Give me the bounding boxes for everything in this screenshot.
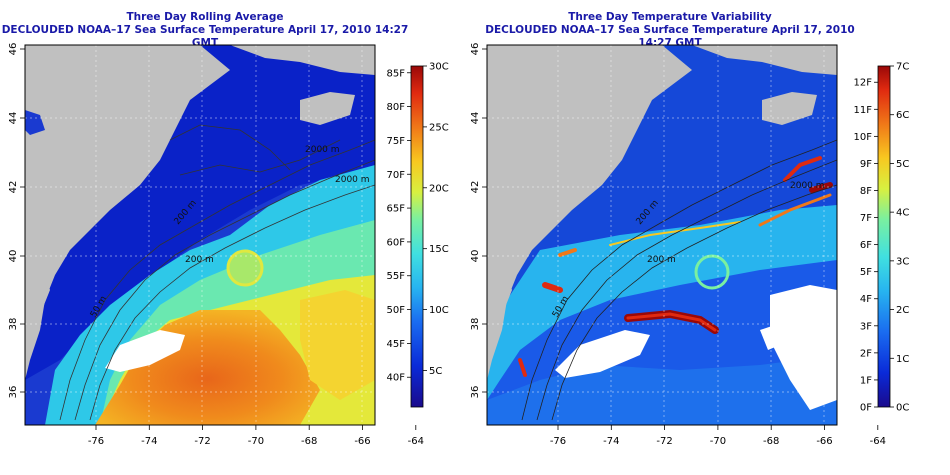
panel1-title: Three Day Rolling Average: [126, 11, 284, 23]
colorbar-c-label: 1C: [896, 354, 909, 365]
var-contour-label-200m-a: 200 m: [647, 255, 676, 265]
var-contour-label-2000m: 2000 m: [790, 181, 825, 191]
var-no-data-c: [760, 325, 780, 350]
sst-map: 50 m 200 m 200 m 2000 m 2000 m: [25, 45, 375, 425]
colorbar-c-label: 6C: [896, 110, 909, 121]
var-us-east-coast-land: [487, 45, 692, 380]
colorbar-c-label: 15C: [429, 244, 449, 255]
lon-tick-label: -76: [550, 436, 566, 447]
colorbar-f-label: 85F: [387, 68, 406, 79]
colorbar-f-label: 8F: [860, 186, 872, 197]
variability-colorbar: [877, 65, 891, 408]
var-nova-scotia-land: [692, 45, 837, 75]
colorbar-f-label: 0F: [860, 403, 872, 414]
lon-tick-label: -64: [408, 436, 424, 447]
lat-tick-label: 38: [8, 318, 19, 331]
colorbar-f-label: 60F: [387, 237, 406, 248]
nova-scotia-land: [230, 45, 375, 75]
colorbar-f-label: 12F: [854, 78, 873, 89]
lat-tick-label: 36: [8, 386, 19, 399]
colorbar-c-label: 25C: [429, 122, 449, 133]
lat-tick-label: 46: [470, 43, 481, 56]
var-medium-band: [487, 205, 837, 400]
lon-tick-label: -66: [354, 436, 370, 447]
lat-tick-label: 42: [470, 181, 481, 194]
colorbar-f-label: 50F: [387, 305, 406, 316]
var-nova-scotia-peninsula: [762, 92, 817, 125]
lon-tick-label: -74: [603, 436, 619, 447]
long-island-land: [25, 240, 50, 330]
var-no-data-b: [770, 285, 837, 410]
colorbar-f-label: 3F: [860, 321, 872, 332]
warm-core-ring: [226, 249, 264, 287]
warm-eddy-east: [300, 290, 375, 400]
lat-tick-label: 42: [8, 181, 19, 194]
colorbar-c-label: 7C: [896, 62, 909, 73]
lon-tick-label: -70: [248, 436, 264, 447]
colorbar-f-label: 65F: [387, 204, 406, 215]
sst-colorbar: [410, 65, 424, 408]
lon-tick-label: -72: [656, 436, 672, 447]
colorbar-f-label: 70F: [387, 170, 406, 181]
panel2-title: Three Day Temperature Variability: [568, 11, 772, 23]
lon-tick-label: -76: [88, 436, 104, 447]
graticule: [25, 45, 375, 425]
bathymetry-contours: [59, 124, 375, 421]
colorbar-f-label: 6F: [860, 240, 872, 251]
lat-tick-label: 46: [8, 43, 19, 56]
var-graticule: [487, 45, 837, 425]
colorbar-f-label: 75F: [387, 136, 406, 147]
colorbar-f-label: 55F: [387, 271, 406, 282]
lon-tick-label: -66: [816, 436, 832, 447]
lon-tick-label: -74: [141, 436, 157, 447]
lat-tick-label: 40: [470, 250, 481, 263]
colorbar-c-label: 4C: [896, 208, 909, 219]
lat-tick-label: 38: [470, 318, 481, 331]
var-no-data-a: [555, 330, 650, 378]
colorbar-f-label: 9F: [860, 159, 872, 170]
lon-tick-label: -68: [763, 436, 779, 447]
var-bathymetry-contours: [521, 139, 837, 421]
lat-tick-label: 44: [470, 112, 481, 125]
colorbar-f-label: 45F: [387, 339, 406, 350]
colorbar-f-label: 40F: [387, 373, 406, 384]
colorbar-c-label: 2C: [896, 305, 909, 316]
var-long-island-land: [487, 240, 512, 330]
lon-tick-label: -68: [301, 436, 317, 447]
contour-label-2000m-a: 2000 m: [335, 175, 370, 185]
panel1-frame: [24, 44, 376, 426]
lon-tick-label: -72: [194, 436, 210, 447]
colorbar-f-label: 2F: [860, 348, 872, 359]
colorbar-f-label: 80F: [387, 102, 406, 113]
colorbar-c-label: 20C: [429, 183, 449, 194]
nova-scotia-peninsula: [300, 92, 355, 125]
lon-tick-label: -70: [710, 436, 726, 447]
colorbar-c-label: 5C: [429, 366, 442, 377]
colorbar-c-label: 10C: [429, 305, 449, 316]
no-data-patch: [105, 330, 185, 372]
colorbar-f-label: 5F: [860, 267, 872, 278]
colorbar-f-label: 10F: [854, 132, 873, 143]
lon-tick-label: -64: [870, 436, 886, 447]
lat-tick-label: 44: [8, 112, 19, 125]
bay-water: [25, 110, 45, 135]
variability-map: 50 m 200 m 200 m 2000 m: [487, 45, 837, 425]
colorbar-f-label: 4F: [860, 294, 872, 305]
us-east-coast-land: [25, 45, 230, 380]
colorbar-c-label: 3C: [896, 256, 909, 267]
colorbar-f-label: 1F: [860, 375, 872, 386]
axis-ticks: -76 -74 -72 -70 -68 -66 -64 36 38 40 42 44 46 -76 -74 -…: [8, 43, 886, 447]
colorbar-ticks: 40F 45F 50F 55F 60F 65F 70F 75F 80F 85F 5C 10C 15C 20…: [387, 62, 910, 414]
colorbar-c-label: 30C: [429, 62, 449, 73]
panel2-frame: [486, 44, 838, 426]
colorbar-f-label: 11F: [854, 105, 873, 116]
colorbar-c-label: 5C: [896, 159, 909, 170]
lat-tick-label: 36: [470, 386, 481, 399]
contour-label-2000m-b: 2000 m: [305, 145, 340, 155]
lat-tick-label: 40: [8, 250, 19, 263]
colorbar-c-label: 0C: [896, 403, 909, 414]
contour-label-200m-a: 200 m: [185, 255, 214, 265]
colorbar-f-label: 7F: [860, 213, 872, 224]
